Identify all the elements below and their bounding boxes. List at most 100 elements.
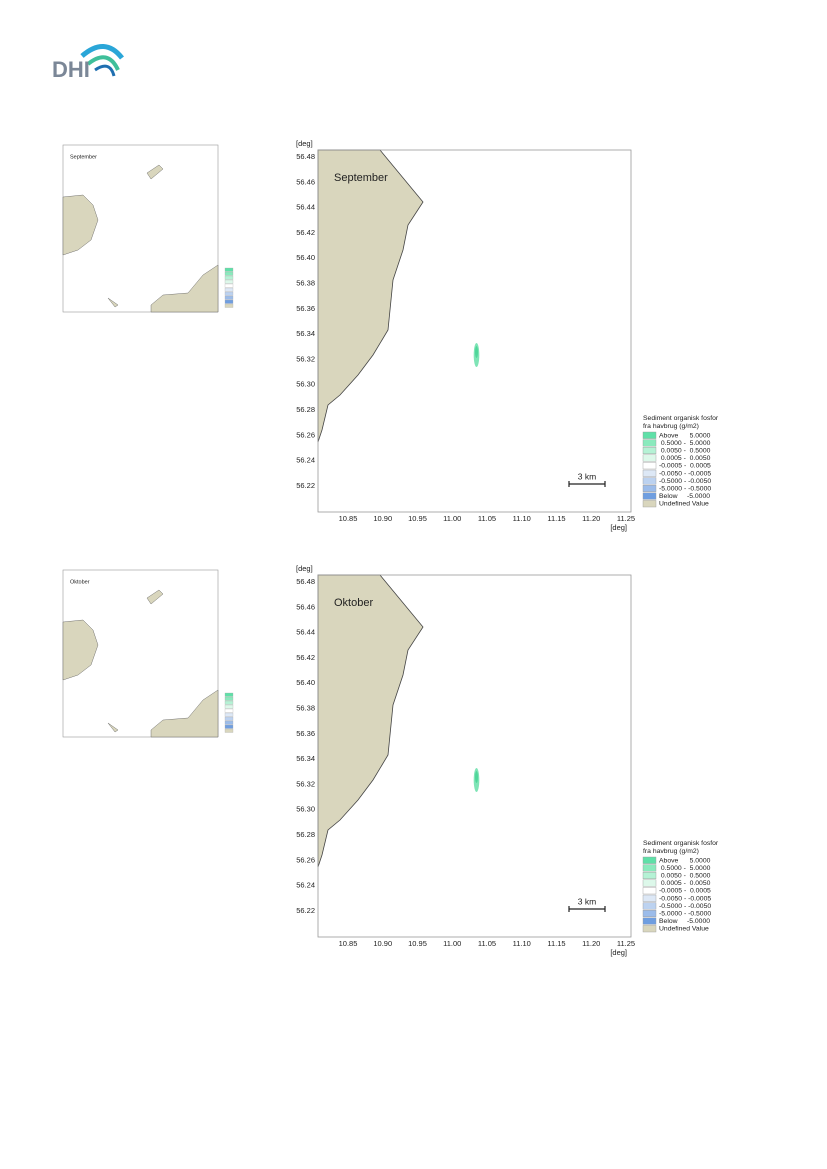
x-tick-label: 11.10 — [513, 939, 531, 948]
y-tick-label: 56.48 — [296, 152, 315, 161]
legend-label: 0.5000 - 5.0000 — [659, 440, 711, 447]
x-tick-label: 11.15 — [547, 939, 565, 948]
legend-title: fra havbrug (g/m2) — [643, 848, 699, 855]
overview-legend-swatch — [224, 291, 234, 296]
x-tick-label: 10.95 — [408, 939, 427, 948]
overview-land — [146, 589, 164, 605]
map-panel: Oktober Oktober 3 km [deg] 56.48 56.46 56.44 56… — [62, 564, 719, 957]
y-tick-label: 56.46 — [296, 177, 315, 186]
y-tick-label: 56.42 — [296, 228, 315, 237]
legend-label: Below -5.0000 — [659, 493, 710, 500]
legend-swatch — [642, 477, 657, 485]
y-tick-label: 56.28 — [296, 405, 315, 414]
legend-swatch — [642, 454, 657, 462]
overview-legend-swatch — [224, 275, 234, 280]
legend-label: Above 5.0000 — [659, 432, 711, 439]
x-axis-unit: [deg] — [610, 948, 627, 957]
land — [317, 574, 424, 868]
scale-label: 3 km — [578, 471, 596, 481]
legend-label: Above 5.0000 — [659, 857, 711, 864]
legend-label: -0.0050 - -0.0005 — [659, 470, 711, 477]
legend-label: 0.0050 - 0.5000 — [659, 872, 711, 879]
map-panel: September September 3 km [deg] 56.48 56.46 56.… — [62, 139, 719, 532]
map-frame — [317, 149, 632, 513]
x-tick-label: 11.05 — [478, 939, 496, 948]
y-tick-label: 56.46 — [296, 602, 315, 611]
legend-label: -0.0050 - -0.0005 — [659, 895, 711, 902]
legend-label: 0.5000 - 5.0000 — [659, 865, 711, 872]
plume-core — [475, 771, 478, 783]
y-axis-unit: [deg] — [296, 564, 313, 573]
y-tick-label: 56.34 — [296, 754, 315, 763]
overview-legend-swatch — [224, 279, 234, 284]
x-tick-label: 10.90 — [373, 939, 392, 948]
map-frame — [317, 574, 632, 938]
main-map: Oktober 3 km — [317, 574, 632, 938]
legend-swatch — [642, 431, 657, 439]
y-tick-label: 56.22 — [296, 906, 315, 915]
legend-title: Sediment organisk fosfor — [643, 840, 719, 847]
logo-text: DHI — [52, 57, 90, 82]
y-tick-label: 56.36 — [296, 729, 315, 738]
x-tick-label: 11.25 — [617, 514, 635, 523]
y-tick-label: 56.22 — [296, 481, 315, 490]
logo: DHI — [52, 44, 124, 82]
overview-legend-swatch — [224, 720, 234, 725]
y-tick-label: 56.38 — [296, 703, 315, 712]
legend-swatch — [642, 469, 657, 477]
overview-land — [150, 689, 219, 738]
x-tick-label: 11.20 — [582, 939, 600, 948]
overview-land — [146, 164, 164, 180]
overview-land — [107, 297, 119, 308]
y-tick-label: 56.24 — [296, 881, 315, 890]
legend-swatch — [642, 879, 657, 887]
y-tick-label: 56.28 — [296, 830, 315, 839]
legend-label: -0.0005 - 0.0005 — [659, 463, 711, 470]
y-tick-label: 56.44 — [296, 203, 315, 212]
x-tick-label: 10.90 — [373, 514, 392, 523]
legend-swatch — [642, 856, 657, 864]
overview-legend-swatch — [224, 728, 234, 733]
y-tick-label: 56.36 — [296, 304, 315, 313]
map-title: Oktober — [334, 597, 373, 609]
overview-land — [150, 264, 219, 313]
legend-label: -0.5000 - -0.0050 — [659, 903, 711, 910]
overview-legend-swatch — [224, 287, 234, 292]
overview-map: Oktober — [62, 569, 219, 738]
x-tick-label: 11.15 — [547, 514, 565, 523]
legend-label: -5.0000 - -0.5000 — [659, 485, 711, 492]
x-tick-label: 11.05 — [478, 514, 496, 523]
overview-legend-swatch — [224, 708, 234, 713]
overview-legend-swatch — [224, 700, 234, 705]
logo-arc — [94, 64, 116, 77]
legend-swatch — [642, 902, 657, 910]
overview-legend-swatch — [224, 692, 234, 697]
legend-title: Sediment organisk fosfor — [643, 415, 719, 422]
legend-label: 0.0050 - 0.5000 — [659, 447, 711, 454]
legend-swatch — [642, 925, 657, 933]
overview-legend-swatch — [224, 704, 234, 709]
legend-swatch — [642, 872, 657, 880]
overview-legend-swatch — [224, 283, 234, 288]
legend-title: fra havbrug (g/m2) — [643, 423, 699, 430]
y-tick-label: 56.44 — [296, 628, 315, 637]
overview-legend-swatch — [224, 295, 234, 300]
y-tick-label: 56.42 — [296, 653, 315, 662]
y-tick-label: 56.26 — [296, 430, 315, 439]
overview-legend-swatch — [224, 712, 234, 717]
legend-swatch — [642, 917, 657, 925]
map-title: September — [334, 172, 388, 184]
legend-swatch — [642, 447, 657, 455]
x-tick-label: 11.25 — [617, 939, 635, 948]
scale-bar — [568, 906, 606, 912]
y-tick-label: 56.34 — [296, 329, 315, 338]
overview-legend-swatch — [224, 696, 234, 701]
y-tick-label: 56.30 — [296, 380, 315, 389]
legend-swatch — [642, 894, 657, 902]
x-tick-label: 11.10 — [513, 514, 531, 523]
y-tick-label: 56.32 — [296, 354, 315, 363]
x-axis-unit: [deg] — [610, 523, 627, 532]
